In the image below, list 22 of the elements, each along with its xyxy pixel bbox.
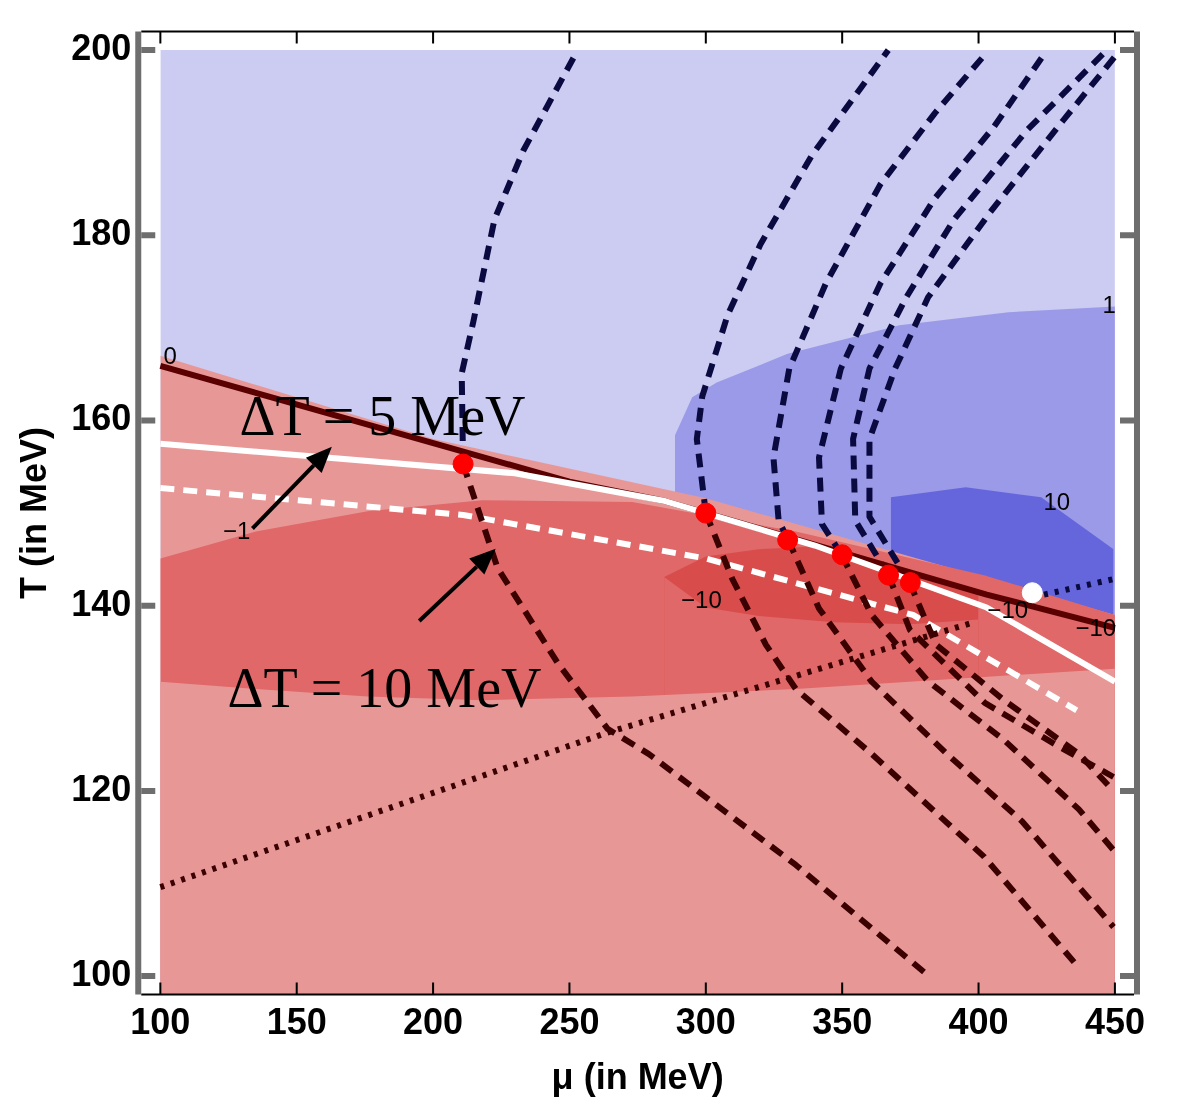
y-axis-title: T (in MeV) xyxy=(12,427,54,600)
x-tick-label: 150 xyxy=(266,1001,327,1043)
y-tick-label: 200 xyxy=(71,27,132,69)
annotation: 10 xyxy=(1043,488,1071,516)
annotation: −1 xyxy=(223,517,251,545)
x-tick-label: 450 xyxy=(1084,1001,1145,1043)
annotation: −10 xyxy=(681,585,722,613)
y-tick-label: 180 xyxy=(71,212,132,254)
annotation: 1 xyxy=(1102,290,1116,318)
annotation: ΔT = 10 MeV xyxy=(227,656,542,719)
x-tick-label: 200 xyxy=(403,1001,464,1043)
y-tick-label: 160 xyxy=(71,397,132,439)
y-tick-label: 100 xyxy=(71,953,132,994)
x-tick-label: 350 xyxy=(812,1001,873,1043)
x-tick-label: 300 xyxy=(675,1001,736,1043)
x-tick-label: 100 xyxy=(130,1001,191,1043)
annotation: 0 xyxy=(163,341,177,369)
x-axis-title: μ (in MeV) xyxy=(551,1056,724,1098)
y-tick-label: 120 xyxy=(71,767,132,809)
y-tick-label: 140 xyxy=(71,582,132,624)
x-tick-label: 400 xyxy=(948,1001,1009,1043)
x-tick-label: 250 xyxy=(539,1001,600,1043)
